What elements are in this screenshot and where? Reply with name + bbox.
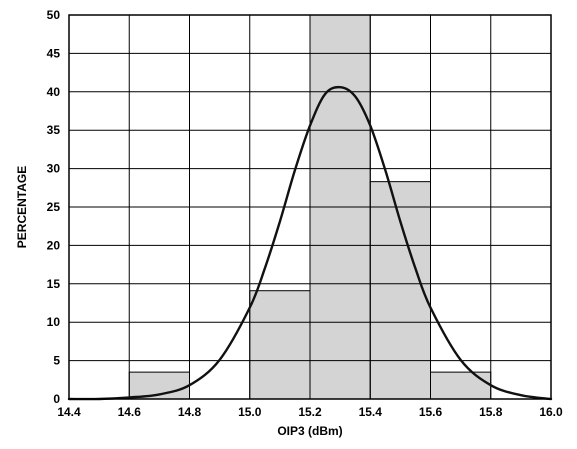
y-tick-label: 40 xyxy=(47,85,61,99)
y-tick-label: 25 xyxy=(47,200,61,214)
bars-layer xyxy=(128,14,492,400)
x-tick-label: 14.4 xyxy=(57,405,81,419)
x-axis-title: OIP3 (dBm) xyxy=(277,424,342,438)
y-tick-label: 30 xyxy=(47,162,61,176)
y-tick-label: 10 xyxy=(47,315,61,329)
y-tick-label: 45 xyxy=(47,46,61,60)
x-tick-label: 15.2 xyxy=(298,405,322,419)
y-tick-label: 20 xyxy=(47,238,61,252)
x-tick-label: 14.6 xyxy=(118,405,142,419)
histogram-bar xyxy=(430,371,492,400)
x-tick-label: 15.8 xyxy=(479,405,503,419)
x-tick-label: 15.4 xyxy=(359,405,383,419)
y-tick-label: 15 xyxy=(47,277,61,291)
x-tick-labels: 14.4 14.6 14.8 15.0 15.2 15.4 15.6 15.8 16.0 xyxy=(57,405,563,419)
curve-layer xyxy=(67,85,553,401)
x-tick-label: 15.0 xyxy=(238,405,262,419)
x-tick-label: 15.6 xyxy=(419,405,443,419)
histogram-bar xyxy=(369,181,431,400)
histogram-bar xyxy=(249,290,311,400)
x-tick-label: 14.8 xyxy=(178,405,202,419)
y-tick-label: 35 xyxy=(47,123,61,137)
y-tick-label: 5 xyxy=(53,354,60,368)
x-tick-label: 16.0 xyxy=(539,405,563,419)
distribution-curve xyxy=(67,85,553,401)
y-axis-title: PERCENTAGE xyxy=(15,166,29,248)
y-tick-labels: 0 5 10 15 20 25 30 35 40 45 50 xyxy=(47,8,61,406)
plot-frame xyxy=(68,14,552,400)
grid-layer xyxy=(69,15,551,399)
y-tick-label: 0 xyxy=(53,392,60,406)
y-tick-label: 50 xyxy=(47,8,61,22)
